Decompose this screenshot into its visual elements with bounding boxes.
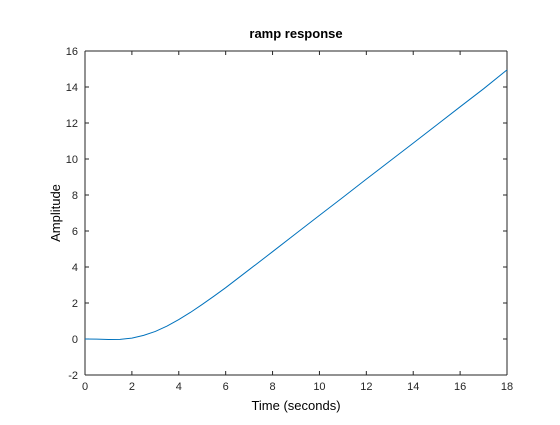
plot-area: [85, 51, 507, 375]
ramp-response-line: [84, 69, 508, 341]
y-tick-label: 6: [72, 226, 78, 238]
x-tick-label: 16: [454, 381, 466, 393]
y-tick-label: 2: [72, 298, 78, 310]
chart-title: ramp response: [249, 26, 342, 41]
x-tick-label: 2: [129, 381, 135, 393]
x-tick-label: 14: [407, 381, 419, 393]
y-tick-label: 10: [66, 154, 78, 166]
y-tick-label: 12: [66, 118, 78, 130]
y-tick-label: 14: [66, 82, 78, 94]
y-tick-label: 16: [66, 46, 78, 58]
y-tick-label: 8: [72, 190, 78, 202]
y-tick-label: -2: [68, 370, 78, 382]
x-tick-label: 0: [82, 381, 88, 393]
x-axis-label: Time (seconds): [251, 398, 340, 413]
x-tick-label: 4: [176, 381, 182, 393]
y-axis-label: Amplitude: [48, 184, 63, 242]
x-tick-label: 18: [501, 381, 513, 393]
x-tick-label: 8: [269, 381, 275, 393]
y-tick-label: 4: [72, 262, 78, 274]
x-tick-label: 6: [223, 381, 229, 393]
x-tick-label: 10: [313, 381, 325, 393]
y-tick-label: 0: [72, 334, 78, 346]
x-tick-label: 12: [360, 381, 372, 393]
